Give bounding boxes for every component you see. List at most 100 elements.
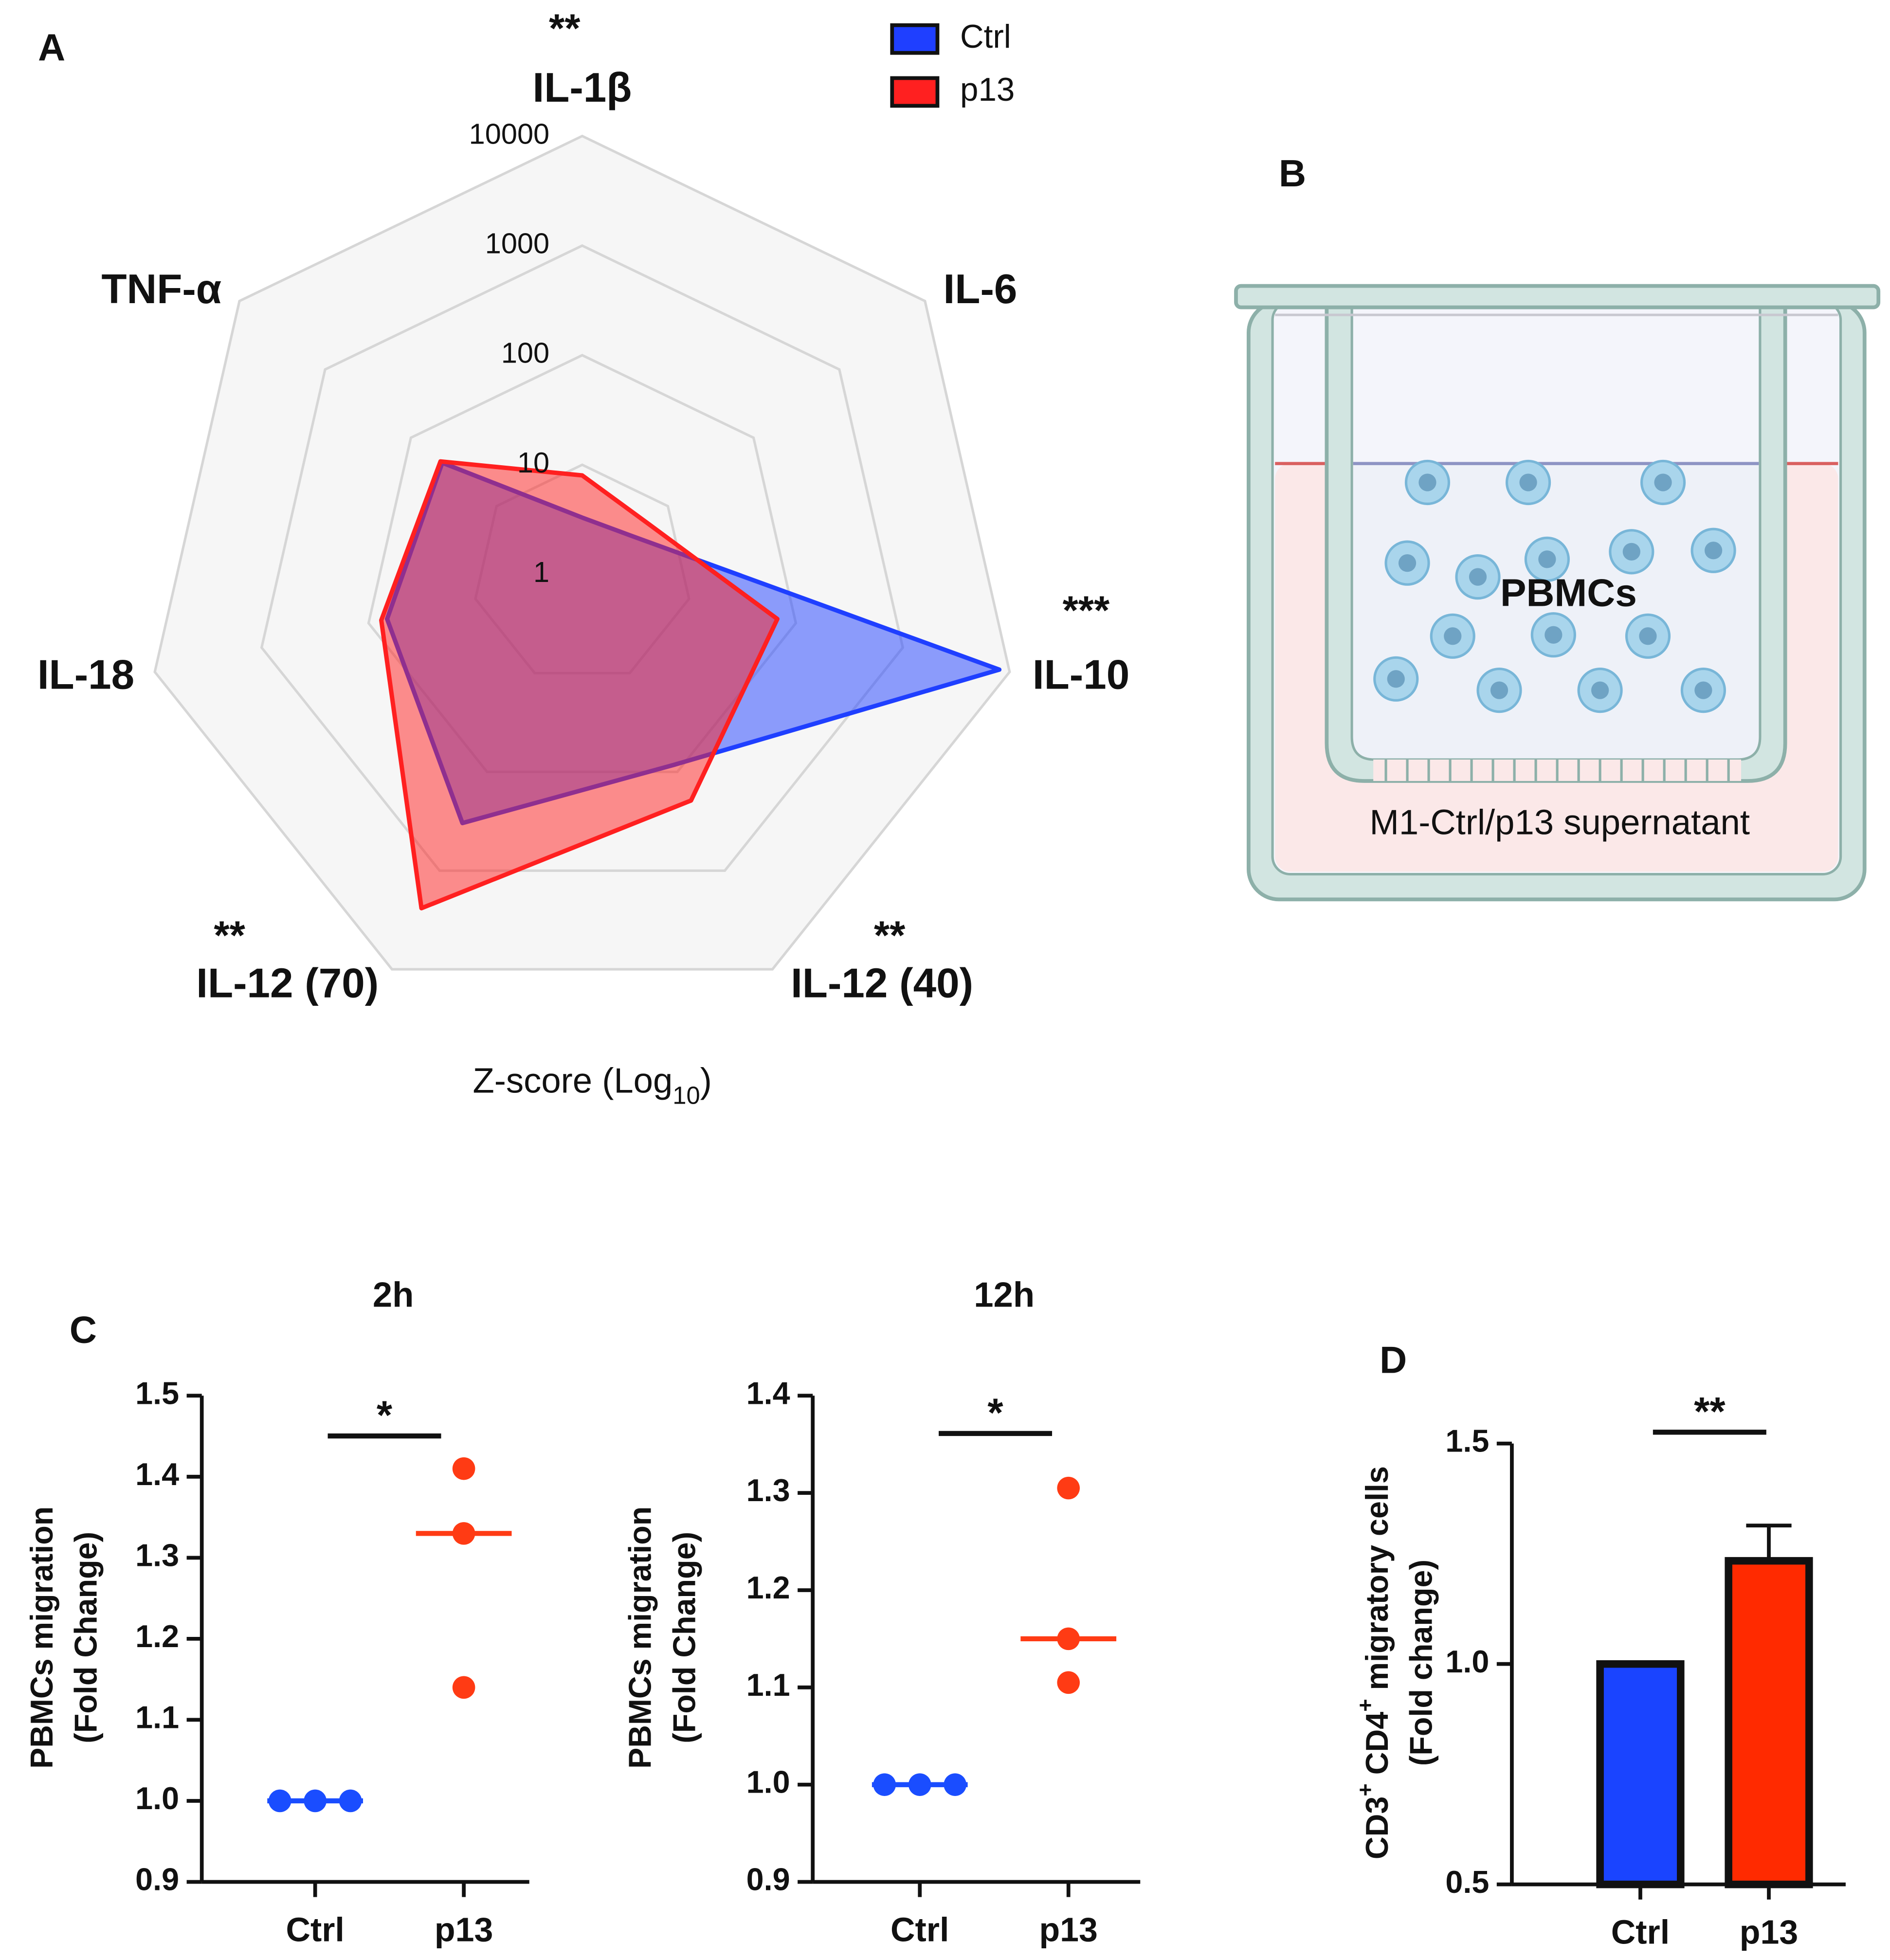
y-axis-label: (Fold change)	[1403, 1560, 1439, 1766]
data-point	[268, 1789, 291, 1813]
cell-nucleus	[1538, 550, 1556, 568]
label-part: PBMCs migration	[24, 1506, 59, 1769]
axis-category-label: IL-10	[1033, 652, 1129, 698]
y-tick-label: 1.4	[135, 1456, 179, 1492]
label-part: PBMCs migration	[622, 1506, 658, 1769]
label-part: (Fold Change)	[68, 1532, 104, 1743]
axis-category-label: IL-6	[944, 266, 1018, 312]
label-part: )	[700, 1061, 712, 1100]
x-tick-label: p13	[435, 1911, 493, 1949]
r-tick-label: 10000	[469, 117, 549, 150]
chart-title: 2h	[373, 1275, 414, 1314]
x-tick-label: p13	[1740, 1913, 1798, 1951]
data-point	[1057, 1671, 1080, 1694]
significance-label: *	[377, 1393, 393, 1438]
significance-label: **	[214, 912, 245, 958]
significance-label: **	[874, 912, 906, 958]
axis-label: Z-score (Log10)	[472, 1061, 711, 1109]
cell-nucleus	[1591, 681, 1609, 699]
data-point	[873, 1773, 896, 1796]
y-axis-label: PBMCs migration	[24, 1506, 59, 1769]
label-part: CD4	[1359, 1712, 1395, 1783]
significance-label: **	[549, 6, 581, 51]
transwell-diagram: B PBMCs M1-Ctrl/p13 supernatant	[1234, 153, 1881, 902]
panel-letter: A	[38, 27, 65, 69]
x-tick-label: Ctrl	[1611, 1913, 1670, 1951]
y-tick-label: 1.3	[135, 1537, 179, 1573]
data-point	[452, 1676, 475, 1699]
cell-nucleus	[1398, 554, 1417, 572]
series-area	[379, 459, 780, 910]
data-point	[339, 1789, 362, 1813]
data-point	[1057, 1476, 1080, 1500]
well-label: M1-Ctrl/p13 supernatant	[1370, 803, 1750, 842]
data-point	[944, 1773, 967, 1796]
legend-label: Ctrl	[960, 18, 1011, 55]
r-tick-label: 100	[501, 337, 549, 369]
y-tick-label: 1.4	[746, 1375, 790, 1411]
cell-nucleus	[1639, 627, 1657, 645]
panel-letter: D	[1380, 1339, 1407, 1381]
cell-nucleus	[1622, 543, 1640, 561]
x-tick-label: Ctrl	[286, 1911, 344, 1949]
x-tick-label: Ctrl	[890, 1911, 949, 1949]
y-axis-label: (Fold Change)	[666, 1532, 702, 1743]
x-tick-label: p13	[1039, 1911, 1097, 1949]
label-part: migratory cells	[1359, 1466, 1395, 1699]
panel-letter: B	[1279, 153, 1306, 195]
insert-liquid	[1353, 463, 1759, 759]
y-tick-label: 1.5	[135, 1375, 179, 1411]
cell-nucleus	[1545, 626, 1563, 644]
insert-flange	[1234, 284, 1881, 309]
y-axis-label: (Fold Change)	[68, 1532, 104, 1743]
label-part: +	[1353, 1699, 1378, 1711]
label-part: CD3	[1359, 1797, 1395, 1859]
y-tick-label: 1.0	[135, 1780, 179, 1816]
legend-swatch	[890, 76, 940, 108]
y-tick-label: 1.0	[746, 1764, 790, 1800]
y-tick-label: 1.5	[1445, 1423, 1489, 1459]
cell-nucleus	[1469, 568, 1487, 586]
panel-letter: C	[70, 1309, 97, 1351]
data-point	[452, 1457, 475, 1480]
y-tick-label: 1.3	[746, 1472, 790, 1508]
r-tick-label: 10	[517, 446, 549, 479]
grid-ring	[260, 244, 905, 872]
cell-nucleus	[1418, 473, 1436, 491]
y-tick-label: 1.1	[746, 1667, 790, 1703]
axis-category-label: IL-12 (70)	[196, 961, 379, 1007]
legend-swatch	[890, 23, 940, 55]
r-tick-label: 1	[533, 556, 549, 588]
significance-label: **	[1694, 1389, 1726, 1434]
bar	[1596, 1660, 1685, 1888]
cell-nucleus	[1387, 670, 1405, 688]
label-part: (Fold Change)	[666, 1532, 702, 1743]
y-axis-label: CD3+ CD4+ migratory cells	[1353, 1466, 1395, 1859]
bar	[1725, 1557, 1813, 1888]
cell-nucleus	[1694, 681, 1712, 699]
r-tick-label: 1000	[485, 227, 549, 260]
cell-nucleus	[1519, 473, 1537, 491]
label-part: 10	[672, 1081, 700, 1109]
data-point	[908, 1773, 931, 1796]
y-tick-label: 0.9	[746, 1862, 790, 1897]
y-tick-label: 1.1	[135, 1700, 179, 1735]
y-tick-label: 1.0	[1445, 1644, 1489, 1679]
cells-label: PBMCs	[1500, 571, 1637, 615]
axis-category-label: IL-18	[37, 652, 134, 698]
membrane-pores	[1384, 759, 1730, 781]
data-point	[452, 1522, 475, 1545]
cell-nucleus	[1704, 542, 1723, 560]
data-point	[1057, 1627, 1080, 1651]
y-tick-label: 1.2	[135, 1618, 179, 1654]
label-part: +	[1353, 1783, 1378, 1796]
cell-nucleus	[1654, 473, 1672, 491]
label-part: (Fold change)	[1403, 1560, 1439, 1766]
y-tick-label: 0.9	[135, 1862, 179, 1897]
y-axis-label: PBMCs migration	[622, 1506, 658, 1769]
axis-category-label: IL-12 (40)	[791, 961, 973, 1007]
cells	[1373, 459, 1736, 713]
